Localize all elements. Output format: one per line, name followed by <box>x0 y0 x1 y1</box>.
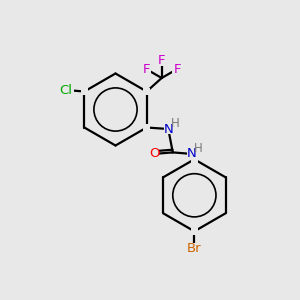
FancyBboxPatch shape <box>191 156 198 163</box>
Text: Cl: Cl <box>59 83 72 97</box>
FancyBboxPatch shape <box>81 88 88 95</box>
Text: F: F <box>173 62 181 76</box>
Text: O: O <box>149 147 159 161</box>
FancyBboxPatch shape <box>149 149 159 159</box>
FancyBboxPatch shape <box>143 124 150 131</box>
FancyBboxPatch shape <box>164 124 172 134</box>
Text: N: N <box>187 147 196 161</box>
FancyBboxPatch shape <box>191 228 198 235</box>
FancyBboxPatch shape <box>157 56 166 66</box>
FancyBboxPatch shape <box>143 88 150 95</box>
Text: Br: Br <box>187 242 202 255</box>
Text: H: H <box>194 142 203 155</box>
Text: F: F <box>158 54 165 67</box>
FancyBboxPatch shape <box>58 85 74 95</box>
FancyBboxPatch shape <box>188 243 201 254</box>
Text: N: N <box>164 122 173 136</box>
FancyBboxPatch shape <box>187 149 196 159</box>
FancyBboxPatch shape <box>141 64 151 74</box>
Text: F: F <box>142 62 150 76</box>
FancyBboxPatch shape <box>172 64 182 74</box>
Text: H: H <box>171 117 180 130</box>
